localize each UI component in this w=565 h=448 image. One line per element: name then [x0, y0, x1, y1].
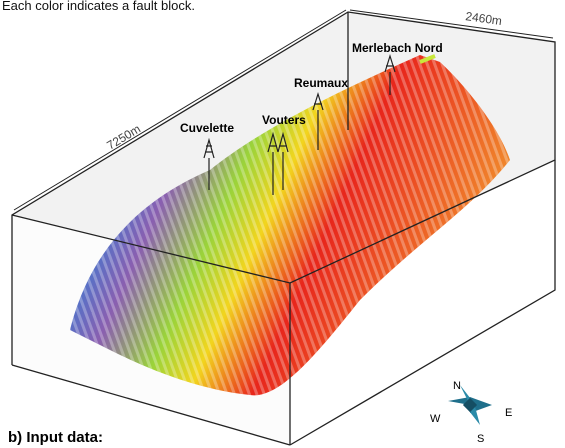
well-label: Reumaux [294, 76, 348, 90]
caption: Each color indicates a fault block. [2, 0, 195, 13]
compass-w: W [430, 413, 441, 425]
fault-stroke [419, 54, 436, 64]
compass-e: E [505, 407, 512, 419]
panel-label: b) Input data: [8, 429, 103, 446]
derricks [203, 53, 396, 195]
well-label: Vouters [262, 113, 306, 127]
box-edges [11, 11, 556, 446]
compass-s: S [477, 433, 484, 445]
width-label: 2460m [465, 9, 503, 28]
well-label: Cuvelette [180, 121, 234, 135]
dimension-arrows [13, 9, 554, 211]
fault-stripes [70, 55, 510, 396]
well-label: Merlebach Nord [352, 41, 443, 55]
compass [448, 385, 492, 425]
compass-n: N [453, 380, 461, 392]
